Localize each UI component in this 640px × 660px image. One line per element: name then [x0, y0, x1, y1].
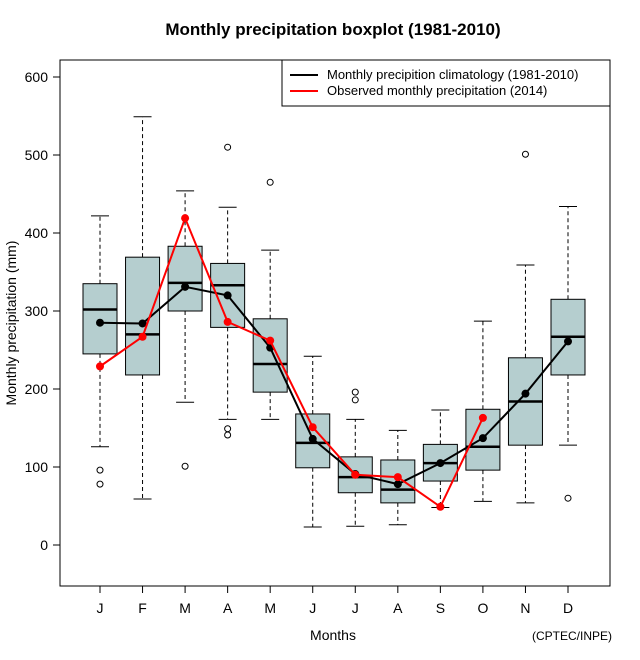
climatology-point: [393, 480, 402, 489]
box-iqr: [252, 318, 288, 393]
climatology-point: [478, 434, 487, 443]
legend-box: [281, 59, 611, 107]
climatology-point: [181, 282, 190, 291]
x-tick-label: M: [264, 600, 276, 616]
outlier-point: [521, 150, 529, 158]
x-tick-label: J: [352, 600, 359, 616]
climatology-point: [564, 337, 572, 346]
observed-point: [393, 473, 402, 482]
box-iqr: [125, 256, 161, 376]
climatology-point: [138, 319, 147, 328]
x-tick-label: O: [477, 600, 488, 616]
box-3: [167, 190, 203, 470]
x-tick-label: A: [393, 600, 403, 616]
x-tick-label: N: [520, 600, 530, 616]
x-tick-label: J: [309, 600, 316, 616]
outlier-point: [224, 425, 232, 433]
box-12: [550, 205, 586, 502]
y-tick-label: 200: [25, 381, 49, 397]
observed-point: [138, 332, 147, 341]
observed-point: [223, 317, 232, 326]
box-iqr: [167, 245, 203, 312]
observed-line: [99, 215, 484, 509]
x-axis-label: Months: [310, 627, 356, 643]
outlier-point: [96, 466, 104, 474]
y-tick-label: 400: [25, 225, 49, 241]
y-axis: 0 100 200 300 400 500 600: [25, 69, 60, 553]
box-10: [465, 320, 501, 502]
legend-label-observed: Observed monthly precipitation (2014): [327, 83, 547, 98]
box-9: [422, 409, 458, 509]
x-tick-label: S: [436, 600, 445, 616]
observed-point: [96, 362, 104, 371]
y-tick-label: 600: [25, 69, 49, 85]
box-5: [252, 178, 288, 420]
series-layer: [96, 214, 572, 511]
legend-label-climatology: Monthly precipition climatology (1981-20…: [327, 67, 578, 82]
observed-point: [478, 413, 487, 422]
x-tick-label: F: [138, 600, 147, 616]
climatology-point: [436, 459, 445, 468]
outlier-point: [96, 480, 104, 488]
y-tick-label: 100: [25, 459, 49, 475]
climatology-line: [99, 285, 569, 486]
observed-point: [351, 470, 360, 479]
outlier-point: [224, 143, 232, 151]
outlier-point: [224, 431, 232, 439]
climatology-point: [96, 318, 104, 327]
observed-point: [181, 214, 190, 223]
outlier-point: [351, 388, 359, 396]
climatology-point: [223, 291, 232, 300]
y-tick-label: 500: [25, 147, 49, 163]
legend: Monthly precipition climatology (1981-20…: [281, 59, 611, 107]
box-2: [125, 116, 161, 500]
observed-point: [308, 423, 317, 432]
climatology-point: [308, 434, 317, 443]
outlier-point: [266, 178, 274, 186]
x-tick-label: M: [179, 600, 191, 616]
outlier-point: [564, 494, 572, 502]
box-7: [337, 388, 373, 527]
credit-text: (CPTEC/INPE): [532, 629, 612, 643]
observed-point: [266, 336, 275, 345]
chart-title: Monthly precipitation boxplot (1981-2010…: [165, 20, 500, 39]
y-tick-label: 0: [40, 537, 48, 553]
y-tick-label: 300: [25, 303, 49, 319]
x-tick-label: D: [563, 600, 573, 616]
outlier-point: [181, 462, 189, 470]
box-11: [507, 150, 543, 504]
y-axis-label: Monthly precipitation (mm): [3, 241, 19, 406]
outlier-point: [351, 396, 359, 404]
x-tick-label: A: [223, 600, 233, 616]
observed-point: [436, 502, 445, 511]
boxes-layer: [82, 116, 586, 528]
x-tick-label: J: [97, 600, 104, 616]
climatology-point: [521, 389, 530, 398]
box-1: [82, 215, 118, 488]
